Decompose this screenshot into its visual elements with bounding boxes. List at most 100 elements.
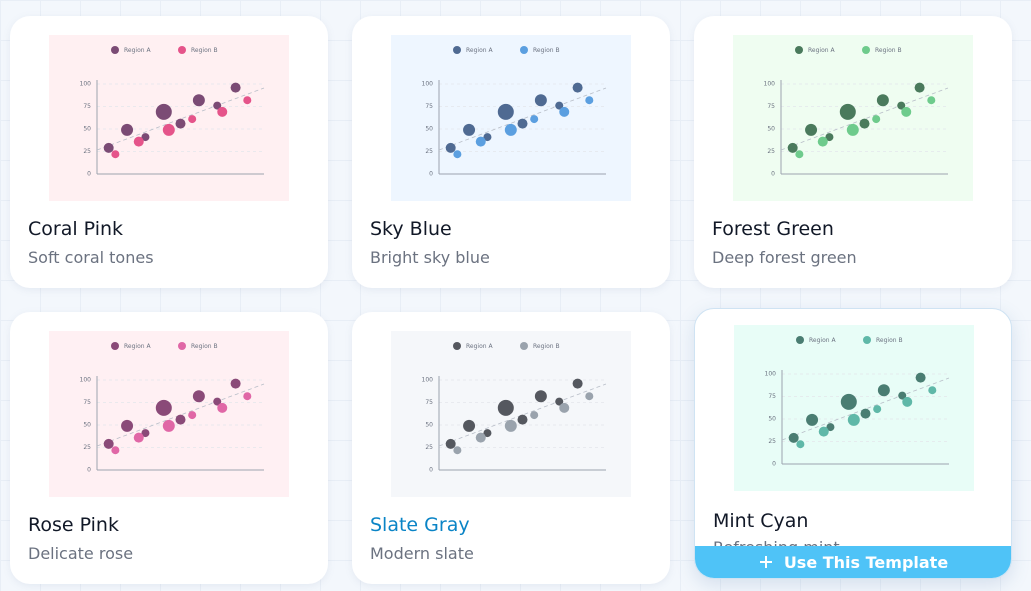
data-point — [155, 103, 172, 120]
data-point — [530, 411, 539, 420]
chart-preview: Region A Region B 0 25 50 75 100 — [733, 35, 973, 201]
data-point — [155, 399, 172, 416]
data-point — [111, 446, 120, 455]
data-point — [188, 411, 197, 420]
data-point — [534, 94, 547, 107]
y-tick-label: 50 — [768, 416, 776, 423]
y-tick-label: 0 — [87, 467, 91, 474]
legend-label: Region B — [191, 47, 218, 54]
use-template-button[interactable]: Use This Template — [695, 546, 1011, 578]
y-tick-label: 50 — [425, 422, 433, 429]
data-point — [192, 390, 205, 403]
data-point — [162, 123, 175, 136]
preview-background — [391, 35, 631, 201]
chart-preview: Region A Region B 0 25 50 75 100 — [49, 35, 289, 201]
y-tick-label: 75 — [83, 103, 91, 110]
data-point — [572, 378, 583, 389]
data-point — [475, 432, 486, 443]
legend-marker — [111, 342, 119, 350]
data-point — [504, 419, 517, 432]
data-point — [902, 396, 913, 407]
y-tick-label: 100 — [80, 81, 92, 88]
data-point — [162, 419, 175, 432]
button-label: Use This Template — [783, 552, 949, 572]
data-point — [133, 136, 144, 147]
data-point — [192, 94, 205, 107]
legend-marker — [795, 46, 803, 54]
template-card[interactable]: Region A Region B 0 25 50 75 100 Rose Pink Delic… — [10, 312, 328, 584]
plus-icon — [759, 556, 772, 568]
data-point — [806, 413, 819, 426]
plus-shape — [759, 556, 772, 568]
data-point — [825, 133, 834, 142]
y-tick-label: 0 — [771, 171, 775, 178]
data-point — [217, 106, 228, 117]
y-tick-label: 50 — [425, 126, 433, 133]
trend-line — [438, 87, 607, 151]
y-tick-label: 0 — [429, 171, 433, 178]
data-point — [846, 123, 859, 136]
data-point — [873, 405, 882, 414]
data-point — [585, 392, 594, 401]
y-tick-label: 75 — [768, 393, 776, 400]
y-tick-label: 25 — [425, 444, 433, 451]
y-tick-label: 75 — [767, 103, 775, 110]
data-point — [141, 429, 150, 438]
data-point — [795, 150, 804, 159]
data-point — [572, 82, 583, 93]
data-point — [517, 414, 528, 425]
y-tick-label: 50 — [83, 422, 91, 429]
legend-marker — [520, 46, 528, 54]
data-point — [445, 438, 456, 449]
data-point — [217, 402, 228, 413]
data-point — [243, 392, 252, 401]
template-card[interactable]: Region A Region B 0 25 50 75 100 Sky Blue Bright… — [352, 16, 670, 288]
data-point — [817, 136, 828, 147]
data-point — [559, 106, 570, 117]
y-tick-label: 0 — [772, 461, 776, 468]
data-point — [914, 82, 925, 93]
y-tick-label: 25 — [425, 148, 433, 155]
y-tick-label: 50 — [767, 126, 775, 133]
legend-label: Region B — [191, 343, 218, 350]
data-point — [826, 423, 835, 432]
data-point — [121, 419, 134, 432]
data-point — [860, 408, 871, 419]
chart-preview: Region A Region B 0 25 50 75 100 — [391, 35, 631, 201]
y-tick-label: 25 — [768, 438, 776, 445]
data-point — [141, 133, 150, 142]
legend-label: Region B — [533, 343, 560, 350]
data-point — [103, 142, 114, 153]
chart-preview: Region A Region B 0 25 50 75 100 — [734, 325, 974, 491]
data-point — [517, 118, 528, 129]
template-card[interactable]: Region A Region B 0 25 50 75 100 Forest Green De… — [694, 16, 1012, 288]
y-tick-label: 100 — [422, 377, 434, 384]
card-description: Bright sky blue — [370, 248, 490, 267]
y-tick-label: 25 — [83, 148, 91, 155]
data-point — [872, 115, 881, 124]
data-point — [818, 426, 829, 437]
chart-preview: Region A Region B 0 25 50 75 100 — [49, 331, 289, 497]
data-point — [504, 123, 517, 136]
preview-background — [49, 331, 289, 497]
data-point — [243, 96, 252, 105]
data-point — [788, 432, 799, 443]
data-point — [898, 391, 907, 400]
preview-background — [734, 325, 974, 491]
data-point — [103, 438, 114, 449]
card-description: Deep forest green — [712, 248, 857, 267]
legend-label: Region B — [533, 47, 560, 54]
y-tick-label: 75 — [425, 399, 433, 406]
template-card[interactable]: Region A Region B 0 25 50 75 100 Slate Gray Mode… — [352, 312, 670, 584]
legend-label: Region B — [876, 337, 903, 344]
data-point — [133, 432, 144, 443]
data-point — [534, 390, 547, 403]
legend-label: Region A — [809, 337, 836, 344]
data-point — [876, 94, 889, 107]
template-card[interactable]: Region A Region B 0 25 50 75 100 Coral Pink Soft… — [10, 16, 328, 288]
data-point — [463, 123, 476, 136]
data-point — [213, 397, 222, 406]
data-point — [796, 440, 805, 449]
y-tick-label: 0 — [87, 171, 91, 178]
